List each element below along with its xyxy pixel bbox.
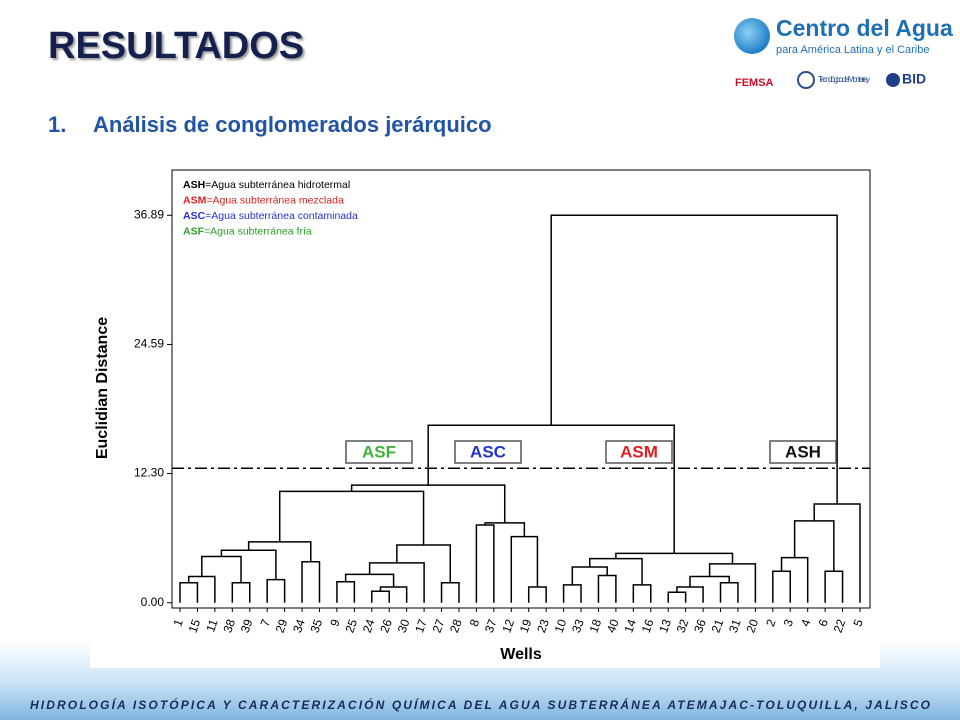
x-tick-label: 24 [360, 617, 378, 635]
chart: Euclidian Distance Wells 0.00 12.30 24.59 3… [90, 163, 880, 668]
x-tick-label: 26 [377, 617, 395, 635]
legend-code: ASM [183, 194, 207, 206]
x-tick-label: 21 [709, 617, 727, 635]
x-tick-label: 36 [691, 617, 709, 635]
dendrogram-link [527, 586, 547, 603]
dendrogram-link [484, 522, 526, 537]
x-tick-label: 18 [587, 617, 605, 635]
x-tick-label: 38 [220, 617, 238, 635]
y-tick-label: 0.00 [141, 595, 165, 609]
group-label: ASF [362, 442, 396, 461]
partner-icon [886, 73, 900, 87]
y-tick-label: 36.89 [134, 207, 164, 221]
y-tick-label: 12.30 [134, 466, 164, 480]
x-tick-label: 19 [517, 617, 535, 635]
x-tick-label: 37 [482, 617, 500, 635]
x-tick-label: 33 [569, 617, 587, 635]
group-box [345, 440, 413, 464]
x-tick-label: 20 [743, 617, 761, 635]
dendrogram-link [667, 591, 687, 603]
dendrogram-link [550, 214, 838, 505]
dendrogram-link [368, 562, 425, 603]
legend-text: =Agua subterránea mezclada [206, 194, 344, 206]
group-box [454, 440, 522, 464]
chart-background [90, 163, 880, 668]
group-box [605, 440, 673, 464]
x-tick-label: 29 [273, 617, 291, 635]
x-tick-label: 34 [290, 617, 308, 635]
dendrogram-link [676, 586, 704, 603]
partner-logo: Tecnológico de Monterrey [818, 75, 870, 84]
x-tick-label: 10 [552, 617, 570, 635]
x-tick-label: 1 [170, 617, 186, 628]
dendrogram-link [780, 556, 809, 603]
x-tick-label: 30 [395, 617, 413, 635]
dendrogram-link [708, 563, 757, 603]
dendrogram-link [597, 574, 617, 603]
x-tick-label: 40 [604, 617, 622, 635]
x-tick-label: 11 [203, 617, 221, 634]
x-tick-label: 14 [621, 617, 639, 635]
plot-frame [171, 169, 871, 609]
legend-text: =Agua subterránea contaminada [205, 210, 358, 222]
dendrogram-link [475, 524, 495, 603]
group-label: ASM [620, 442, 658, 461]
x-tick-label: 25 [342, 617, 360, 635]
section-title: Análisis de conglomerados jerárquico [93, 112, 492, 137]
x-tick-label: 28 [447, 617, 465, 635]
y-axis-label: Euclidian Distance [94, 317, 111, 459]
legend-entry: ASH=Agua subterránea hidrotermal [183, 179, 350, 191]
footer: HIDROLOGÍA ISOTÓPICA Y CARACTERIZACIÓN Q… [30, 697, 931, 712]
legend-entry: ASM=Agua subterránea mezclada [183, 194, 344, 206]
x-tick-label: 7 [258, 617, 274, 628]
x-tick-label: 15 [186, 617, 204, 635]
group-box [769, 440, 837, 464]
legend-code: ASC [183, 210, 206, 222]
legend-code: ASF [183, 225, 205, 237]
x-tick-label: 16 [639, 617, 657, 635]
x-tick-label: 9 [327, 617, 343, 628]
group-label: ASH [785, 442, 821, 461]
dendrogram-link [571, 566, 608, 585]
partner-logo: BID [902, 71, 926, 87]
legend-text: =Agua subterránea fría [204, 225, 312, 237]
y-tick-label: 24.59 [134, 337, 164, 351]
x-tick-label: 5 [850, 617, 866, 628]
x-tick-label: 2 [763, 617, 779, 628]
x-tick-label: 8 [467, 617, 483, 628]
logo-tagline: para América Latina y el Caribe [776, 44, 929, 56]
legend-entry: ASC=Agua subterránea contaminada [183, 210, 358, 222]
x-tick-label: 13 [656, 617, 674, 635]
x-tick-label: 31 [726, 617, 744, 635]
partner-icon [797, 71, 815, 89]
x-tick-label: 35 [308, 617, 326, 635]
x-tick-label: 6 [815, 617, 831, 628]
x-tick-label: 3 [781, 617, 797, 628]
slide-title: RESULTADOS [48, 25, 304, 67]
dendrogram-link [510, 535, 539, 603]
partner-logo: FEMSA [735, 77, 774, 89]
x-tick-label: 22 [831, 617, 849, 635]
logo-globe [734, 18, 770, 54]
legend-code: ASH [183, 179, 205, 191]
logo-name: Centro del Agua [776, 15, 953, 41]
x-tick-label: 4 [798, 617, 814, 628]
x-tick-label: 39 [238, 617, 256, 635]
x-tick-label: 17 [412, 617, 430, 635]
x-tick-label: 12 [499, 617, 517, 635]
section-number: 1. [48, 112, 66, 137]
dendrogram-link [379, 586, 408, 603]
legend-entry: ASF=Agua subterránea fría [183, 225, 312, 237]
group-label: ASC [470, 442, 506, 461]
dendrogram-link [350, 484, 506, 523]
x-tick-label: 32 [674, 617, 692, 635]
x-axis-label: Wells [500, 646, 542, 663]
x-tick-label: 27 [430, 617, 448, 635]
legend-text: =Agua subterránea hidrotermal [205, 179, 350, 191]
x-tick-label: 23 [534, 617, 552, 635]
